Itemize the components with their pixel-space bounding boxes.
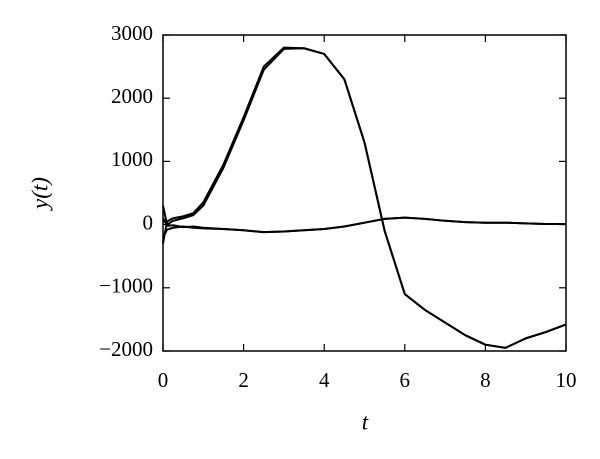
y-tick-label: −1000: [99, 274, 153, 298]
y-tick-label: −2000: [99, 337, 153, 361]
x-tick-label: 2: [238, 368, 249, 392]
line: [162, 46, 567, 349]
x-tick-label: 4: [319, 368, 330, 392]
x-axis-title: t: [362, 409, 369, 434]
line: [162, 216, 566, 234]
y-tick-label: 3000: [111, 21, 153, 45]
y-tick-label: 2000: [111, 84, 153, 108]
line: [162, 216, 566, 238]
y-tick-label: 1000: [111, 147, 153, 171]
plot-frame: [162, 34, 567, 352]
y-axis-title: y(t): [27, 177, 52, 211]
x-tick-label: 10: [556, 368, 577, 392]
x-tick-label: 0: [158, 368, 169, 392]
line: [162, 47, 567, 349]
y-tick-label: 0: [143, 210, 154, 234]
x-tick-label: 6: [400, 368, 411, 392]
x-tick-label: 8: [480, 368, 491, 392]
